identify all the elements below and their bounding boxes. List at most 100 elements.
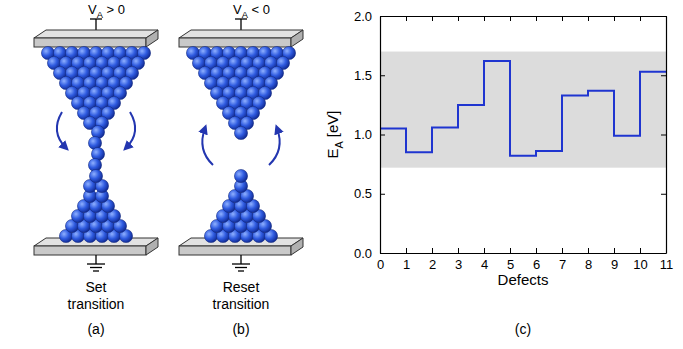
tick [661, 75, 666, 76]
caption: Resettransition [213, 279, 270, 312]
tick: 1.0 [354, 127, 385, 142]
axis: 01234567891011 [377, 248, 673, 272]
tick [562, 16, 563, 21]
tick-mark [458, 248, 459, 253]
x-axis-title: Defects [498, 271, 549, 288]
panel-label: (a) [87, 321, 104, 337]
ground-bar [232, 263, 250, 264]
motion-arrow [202, 128, 213, 165]
electrode-front [34, 246, 146, 255]
diagram-panel: VA > 0 Settransition (a) [34, 2, 158, 337]
figure: VA > 0Settransition(a)VA < 0Resettransit… [0, 0, 683, 349]
shaded-range [380, 52, 666, 168]
motion-arrow [269, 128, 280, 165]
tick-mark [536, 16, 537, 21]
tick [661, 194, 666, 195]
tick-mark [432, 248, 433, 253]
voltage-label: VA > 0 [88, 2, 125, 20]
tick-label: 0.0 [354, 246, 372, 261]
axis: 0.00.51.01.52.0 [354, 9, 385, 261]
tick-mark [588, 248, 589, 253]
axis-line [666, 17, 667, 254]
tick-mark [484, 16, 485, 21]
voltage-label-part: > 0 [103, 2, 125, 17]
tick-mark [510, 248, 511, 253]
tick: 10 [633, 248, 647, 272]
caption: Settransition [68, 279, 125, 312]
diagram-panel: VA < 0Resettransition(b) [179, 2, 303, 337]
tick-mark [484, 248, 485, 253]
tick-mark [536, 248, 537, 253]
caption-line: Set [85, 279, 106, 295]
tick-label: 9 [611, 257, 618, 272]
tick-mark [661, 75, 666, 76]
electrode-top [34, 30, 158, 38]
voltage-label-part: V [88, 2, 97, 17]
atom [234, 126, 247, 139]
tick-mark [562, 248, 563, 253]
tick-label: 1.5 [354, 68, 372, 83]
tick-label: 7 [559, 257, 566, 272]
tick [536, 16, 537, 21]
y-axis-title: EA [eV] [324, 110, 345, 158]
tick-label: 11 [660, 257, 674, 272]
ground-bar [87, 263, 105, 264]
tick: 3 [455, 248, 462, 272]
data-line [380, 61, 666, 156]
ground-wire [95, 255, 96, 264]
electrode-side [146, 30, 158, 47]
tick-mark [510, 16, 511, 21]
tick [458, 16, 459, 21]
panel-label: (c) [515, 321, 531, 337]
tick-mark [406, 248, 407, 253]
caption-line: transition [68, 296, 125, 312]
caption-line: Reset [223, 279, 260, 295]
tick [588, 16, 589, 21]
tick [661, 135, 666, 136]
atom [89, 169, 102, 182]
tick: 7 [559, 248, 566, 272]
voltage-label-part: V [233, 2, 242, 17]
tick-label: 3 [455, 257, 462, 272]
ground-bar [235, 267, 247, 268]
tick-mark [562, 16, 563, 21]
ground-bar [238, 270, 244, 271]
electrode [34, 238, 158, 255]
filament [186, 46, 295, 242]
tick: 2.0 [354, 9, 385, 24]
tick-label: 8 [585, 257, 592, 272]
chart-panel: 012345678910110.00.51.01.52.0DefectsEA [… [324, 9, 673, 337]
tick: 8 [585, 248, 592, 272]
tick-label: 1 [403, 257, 410, 272]
axis [661, 17, 667, 254]
tick-mark [661, 194, 666, 195]
tick: 6 [533, 248, 540, 272]
tick-mark [458, 16, 459, 21]
tick-mark [614, 16, 615, 21]
tick [380, 16, 381, 21]
tick-label: 5 [507, 257, 514, 272]
tick-mark [640, 248, 641, 253]
tick-mark [640, 16, 641, 21]
tick [614, 16, 615, 21]
atom [234, 169, 247, 182]
tick: 1 [403, 248, 410, 272]
tick: 1.5 [354, 68, 385, 83]
tick-mark [380, 253, 385, 254]
tick-mark [380, 75, 385, 76]
axis-line [381, 253, 667, 254]
axis-line [381, 16, 667, 17]
ground-wire [240, 255, 241, 264]
filament [41, 46, 150, 242]
tick-mark [380, 135, 385, 136]
tick [406, 16, 407, 21]
tick [640, 16, 641, 21]
electrode-top [179, 30, 303, 38]
motion-arrow [126, 112, 135, 148]
ground-bar [93, 270, 99, 271]
tick-label: 2 [429, 257, 436, 272]
caption-line: transition [213, 296, 270, 312]
electrode-side [291, 30, 303, 47]
ground-bar [90, 267, 102, 268]
tick-mark [406, 16, 407, 21]
